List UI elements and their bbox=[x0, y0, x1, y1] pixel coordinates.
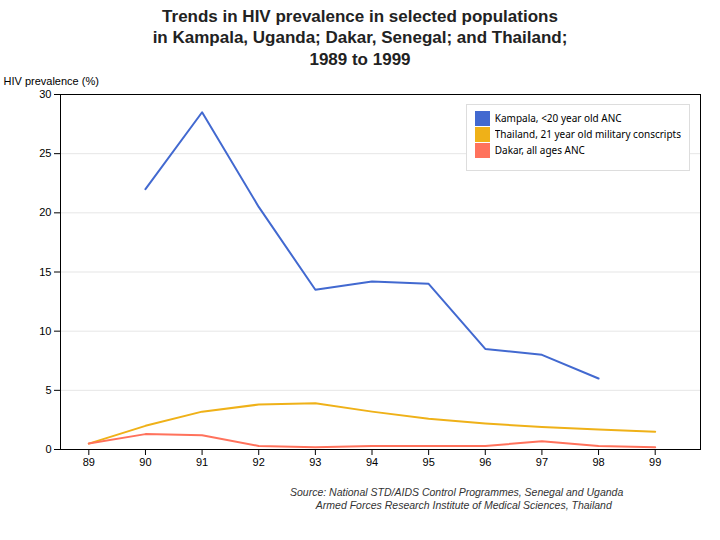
svg-text:96: 96 bbox=[479, 456, 491, 468]
svg-text:30: 30 bbox=[39, 88, 51, 100]
html-text:Thailand, 21 year old military: Thailand, 21 year old military conscript… bbox=[494, 127, 681, 142]
html-text:Trends in HIV prevalence in se: Trends in HIV prevalence in selected pop… bbox=[152, 7, 568, 69]
svg-text:90: 90 bbox=[139, 456, 151, 468]
svg-text:97: 97 bbox=[536, 456, 548, 468]
html-text:Dakar, all ages ANC: Dakar, all ages ANC bbox=[494, 143, 585, 158]
svg-text:10: 10 bbox=[39, 324, 51, 336]
svg-text:95: 95 bbox=[423, 456, 435, 468]
svg-text:5: 5 bbox=[45, 384, 51, 396]
svg-text:20: 20 bbox=[39, 206, 51, 218]
svg-text:HIV prevalence (%): HIV prevalence (%) bbox=[4, 75, 99, 87]
svg-text:94: 94 bbox=[366, 456, 378, 468]
svg-text:25: 25 bbox=[39, 147, 51, 159]
html-text:Kampala, <20 year old ANC: Kampala, <20 year old ANC bbox=[494, 111, 622, 126]
html-text:Source: National STD/AIDS Cont: Source: National STD/AIDS Control Progra… bbox=[290, 485, 624, 512]
svg-text:89: 89 bbox=[83, 456, 95, 468]
svg-text:99: 99 bbox=[649, 456, 661, 468]
svg-text:91: 91 bbox=[196, 456, 208, 468]
svg-text:98: 98 bbox=[592, 456, 604, 468]
svg-text:92: 92 bbox=[253, 456, 265, 468]
svg-text:15: 15 bbox=[39, 265, 51, 277]
svg-text:0: 0 bbox=[45, 443, 51, 455]
svg-text:93: 93 bbox=[309, 456, 321, 468]
